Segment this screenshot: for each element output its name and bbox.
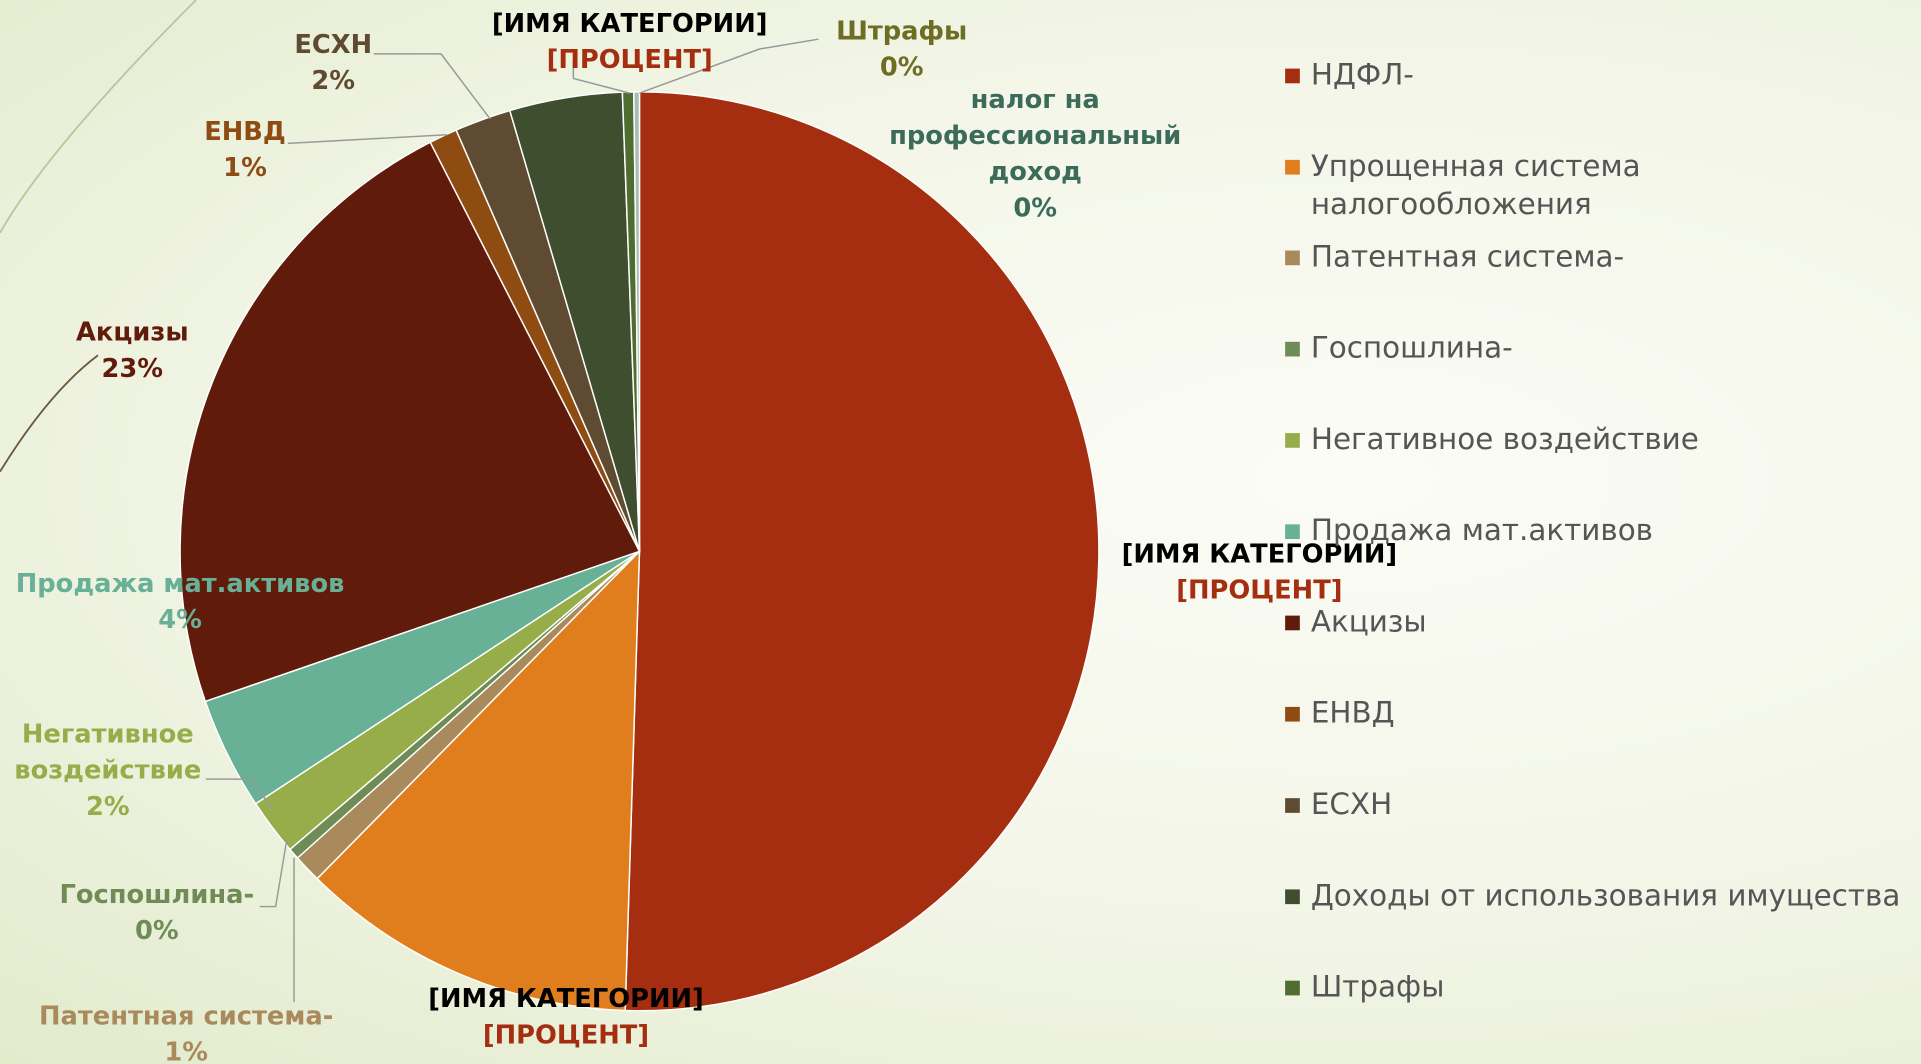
data-label-name: профессиональный: [889, 121, 1181, 151]
data-label-value: 2%: [311, 66, 355, 96]
data-label-value: 2%: [86, 792, 130, 822]
pie-slice: [624, 91, 1100, 1012]
data-label-value: 4%: [158, 605, 202, 635]
legend-label: Негативное воздействие: [1311, 422, 1699, 456]
pie-slice: [633, 91, 641, 552]
leader-line: [373, 53, 491, 120]
data-label-name: Патентная система-: [39, 1001, 333, 1031]
data-label-name: доход: [988, 157, 1081, 187]
legend-swatch: [1285, 980, 1300, 996]
legend-label-line: налогообложения: [1311, 187, 1592, 221]
legend-swatch: [1285, 159, 1300, 175]
data-label-value: [ПРОЦЕНТ]: [547, 45, 713, 75]
data-label-name: ЕСХН: [294, 30, 372, 60]
legend-label: Госпошлина-: [1311, 331, 1513, 365]
legend-label: Упрощенная система налогообложения: [1311, 149, 1641, 221]
data-label-name: воздействие: [14, 756, 201, 786]
legend-label: Доходы от использования имущества: [1311, 878, 1901, 912]
data-label-name: Продажа мат.активов: [16, 569, 345, 599]
legend-swatch: [1285, 433, 1300, 448]
data-labels: [ИМЯ КАТЕГОРИИ] [ПРОЦЕНТ] [ИМЯ КАТЕГОРИИ] […: [14, 9, 1397, 1064]
data-label-name: [ИМЯ КАТЕГОРИИ]: [428, 984, 704, 1014]
data-label-name: Госпошлина-: [59, 880, 254, 910]
data-label-value: [ПРОЦЕНТ]: [1176, 576, 1342, 606]
legend-label: ЕСХН: [1311, 787, 1392, 821]
legend-swatch: [1285, 798, 1300, 813]
leader-line: [259, 840, 288, 908]
data-label-name: налог на: [971, 85, 1100, 115]
pie-slice: [179, 141, 641, 703]
legend-swatch: [1285, 706, 1300, 722]
legend-label: Штрафы: [1311, 970, 1445, 1004]
legend-label: НДФЛ-: [1311, 57, 1414, 91]
data-label-value: 23%: [102, 354, 164, 384]
legend-swatch: [1285, 889, 1300, 905]
data-label-value: 1%: [223, 153, 267, 183]
data-label-name: [ИМЯ КАТЕГОРИИ]: [1122, 539, 1398, 569]
decor-curve: [0, 0, 197, 234]
leader-line: [287, 134, 448, 145]
leader-line: [639, 38, 819, 94]
data-label-name: [ИМЯ КАТЕГОРИИ]: [492, 9, 768, 39]
data-label-value: 1%: [164, 1037, 208, 1064]
decor-curve: [0, 354, 99, 473]
pie-slice: [316, 549, 641, 1012]
legend-label: Продажа мат.активов: [1311, 513, 1653, 547]
legend-swatch: [1285, 524, 1300, 540]
leader-line: [205, 778, 273, 809]
legend-swatch: [1285, 615, 1300, 631]
data-label-value: 0%: [135, 916, 179, 946]
data-label-name: Штрафы: [836, 16, 967, 46]
legend-swatch: [1285, 341, 1300, 357]
legend-label: ЕНВД: [1311, 696, 1395, 730]
legend-label: Акцизы: [1311, 604, 1427, 638]
data-label-name: Негативное: [22, 720, 194, 750]
data-label-value: 0%: [880, 52, 924, 82]
legend-label: Патентная система-: [1311, 239, 1624, 273]
data-label-value: [ПРОЦЕНТ]: [483, 1020, 649, 1050]
legend-swatch: [1285, 68, 1300, 84]
leader-line: [572, 61, 630, 94]
pie: [179, 91, 1100, 1012]
legend-label-line: Упрощенная система: [1311, 149, 1641, 183]
data-label-name: Акцизы: [76, 318, 189, 348]
data-label-name: ЕНВД: [204, 117, 286, 147]
leader-lines: [205, 38, 819, 1003]
legend: НДФЛ- Упрощенная система налогообложения Па…: [1285, 57, 1901, 1004]
data-label-value: 0%: [1013, 193, 1057, 223]
legend-swatch: [1285, 250, 1300, 266]
